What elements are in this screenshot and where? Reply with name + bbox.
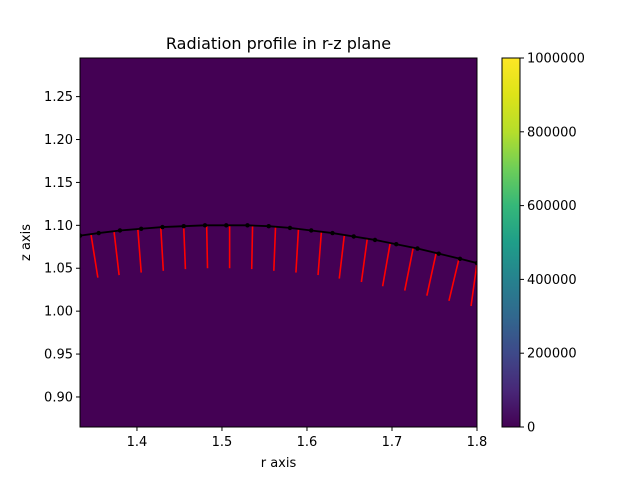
colorbar-tick-label: 1000000 — [527, 52, 585, 67]
ray-segment — [448, 257, 460, 302]
y-axis-label: z axis — [19, 224, 34, 261]
ray-segment — [338, 234, 346, 279]
y-tick-label: 1.20 — [44, 133, 73, 148]
boundary-point — [80, 233, 83, 238]
boundary-point — [351, 234, 356, 239]
x-tick-label: 1.5 — [212, 435, 233, 450]
boundary-point — [160, 224, 165, 230]
colorbar-tick-label: 600000 — [527, 199, 577, 214]
ray-segment — [317, 231, 323, 276]
y-tick-label: 1.05 — [44, 262, 73, 277]
y-tick-label: 0.90 — [44, 390, 73, 405]
boundary-curve — [80, 224, 477, 264]
x-tick-label: 1.6 — [297, 435, 318, 450]
x-tick-label: 1.7 — [382, 435, 403, 450]
colorbar-tick-label: 200000 — [527, 347, 577, 362]
ray-segment — [426, 252, 437, 296]
plot-frame — [79, 57, 478, 428]
colorbar-tick-label: 400000 — [527, 273, 577, 288]
ray-segment — [381, 242, 392, 287]
y-tick-label: 1.25 — [44, 90, 73, 105]
boundary-layer — [80, 223, 477, 266]
ray-segment — [113, 231, 120, 276]
ray-segment — [295, 228, 300, 273]
boundary-point — [287, 225, 293, 231]
boundary-point — [457, 256, 463, 262]
boundary-point — [245, 223, 250, 228]
ray-segment — [137, 228, 143, 273]
boundary-point — [474, 260, 477, 266]
boundary-point — [394, 242, 399, 247]
colorbar-tick-label: 0 — [527, 421, 535, 436]
boundary-point — [139, 226, 144, 231]
colorbar — [501, 57, 521, 428]
y-tick-label: 0.95 — [44, 348, 73, 363]
boundary-point — [224, 223, 229, 228]
boundary-point — [117, 228, 123, 233]
ray-segment — [90, 234, 99, 278]
ray-segment — [205, 225, 209, 269]
chart-title: Radiation profile in r-z plane — [166, 34, 391, 53]
ray-segment — [159, 227, 165, 271]
boundary-point — [436, 251, 441, 256]
boundary-point — [266, 223, 271, 229]
x-tick-label: 1.8 — [467, 435, 488, 450]
radiation-field — [80, 58, 477, 427]
ray-layer — [90, 225, 477, 307]
colorbar-tick-label: 800000 — [527, 125, 577, 140]
boundary-point — [309, 228, 314, 233]
boundary-point — [330, 230, 335, 236]
ray-segment — [250, 225, 254, 270]
boundary-point — [372, 237, 378, 243]
boundary-point — [202, 223, 208, 228]
boundary-point — [96, 230, 101, 236]
ray-segment — [182, 226, 187, 270]
boundary-point — [415, 246, 420, 251]
ray-segment — [403, 247, 415, 291]
x-axis-label: r axis — [261, 456, 297, 471]
y-axis-ticks: 0.90 0.95 1.00 1.05 1.10 1.15 1.20 1.25 — [44, 90, 80, 405]
ray-segment — [360, 238, 369, 283]
ray-segment — [470, 262, 477, 307]
colorbar-ticks: 0 200000 400000 600000 800000 1000000 — [520, 52, 585, 436]
boundary-point — [181, 223, 186, 229]
y-tick-label: 1.00 — [44, 305, 73, 320]
ray-segment — [273, 227, 277, 271]
x-axis-ticks: 1.4 1.5 1.6 1.7 1.8 — [127, 427, 488, 450]
y-tick-label: 1.10 — [44, 219, 73, 234]
x-tick-label: 1.4 — [127, 435, 148, 450]
y-tick-label: 1.15 — [44, 176, 73, 191]
